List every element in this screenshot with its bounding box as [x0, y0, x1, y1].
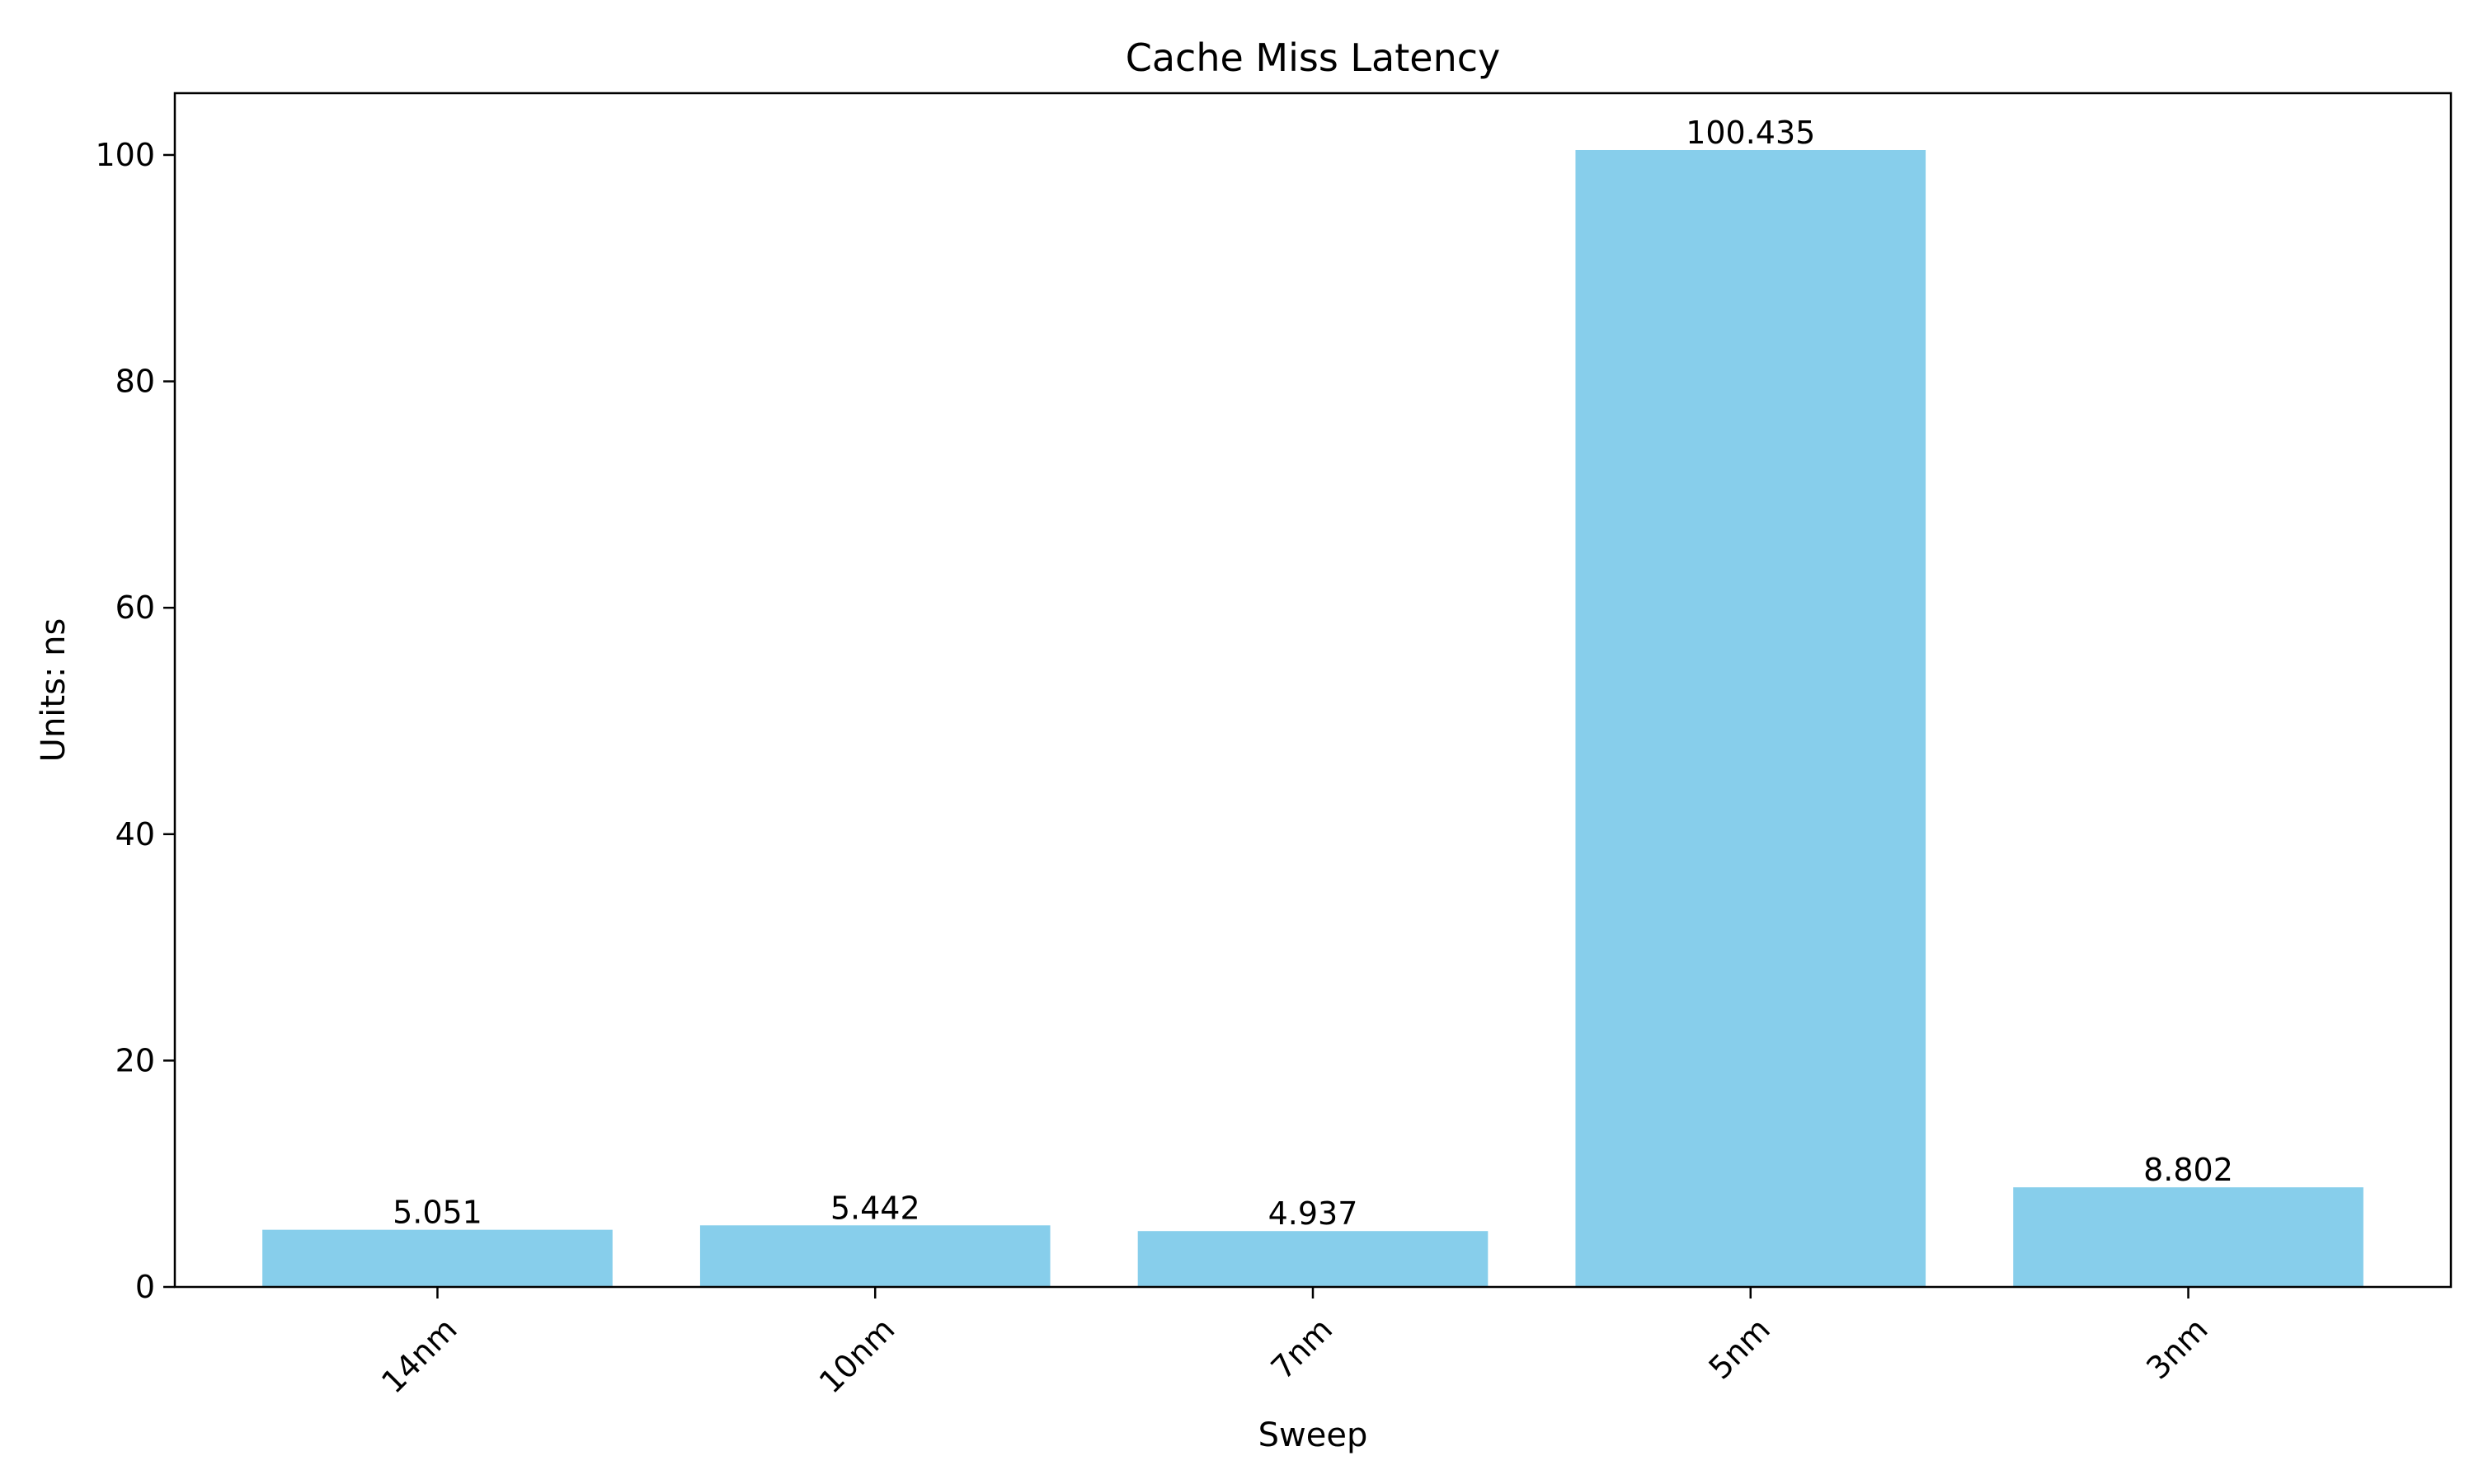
- chart-title: Cache Miss Latency: [1126, 35, 1501, 80]
- x-axis-label: Sweep: [1258, 1416, 1368, 1454]
- bar-7nm: [1137, 1231, 1489, 1287]
- bar-10nm: [699, 1225, 1051, 1287]
- data-label-7nm: 4.937: [1268, 1195, 1358, 1232]
- y-tick-label-100: 100: [95, 137, 155, 173]
- data-labels-group: 5.051 5.442 4.937 100.435 8.802: [393, 115, 2233, 1232]
- bars-group: [262, 149, 2363, 1287]
- y-tick-label-60: 60: [115, 589, 155, 626]
- data-label-14nm: 5.051: [393, 1195, 482, 1231]
- data-label-10nm: 5.442: [830, 1190, 920, 1226]
- y-tick-label-20: 20: [115, 1042, 155, 1078]
- bar-3nm: [2013, 1187, 2363, 1287]
- data-label-3nm: 8.802: [2143, 1152, 2233, 1188]
- y-axis-label: Units: ns: [35, 618, 73, 763]
- y-tick-label-40: 40: [115, 816, 155, 852]
- y-tick-label-0: 0: [135, 1269, 155, 1305]
- bar-14nm: [262, 1229, 613, 1287]
- bar-5nm: [1575, 149, 1926, 1287]
- data-label-5nm: 100.435: [1686, 115, 1815, 151]
- y-tick-label-80: 80: [115, 364, 155, 400]
- plot-frame: [173, 92, 2453, 1289]
- y-axis: 0 20 40 60 80 100: [95, 137, 175, 1305]
